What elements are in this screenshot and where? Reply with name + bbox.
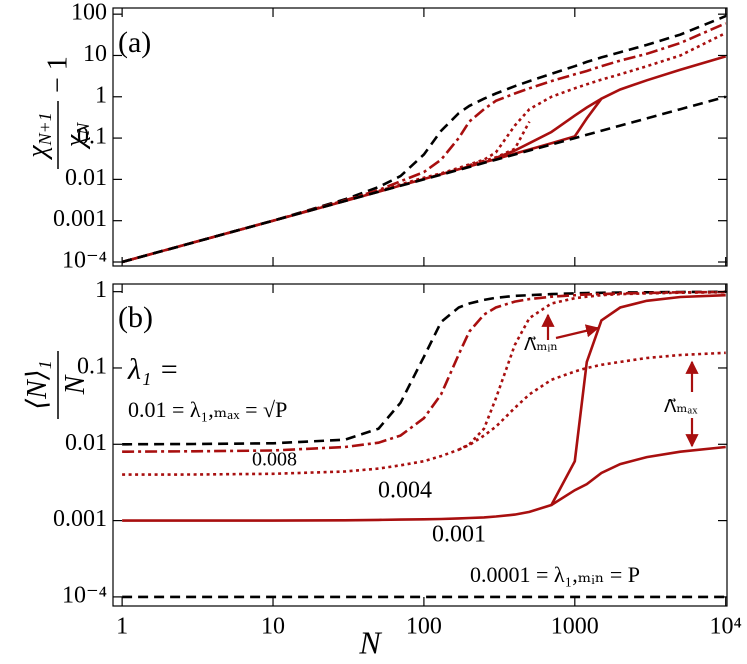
y-tick-label: 100 — [71, 0, 107, 26]
y-tick-label: 0.001 — [53, 506, 107, 532]
annotation: 0.0001 = λ₁,ₘᵢₙ = P — [470, 562, 640, 587]
annotation-arrows — [541, 313, 699, 448]
data-line — [495, 97, 603, 160]
y-label-part: N — [73, 122, 93, 136]
y-label-numerator: ⟨N⟩1 — [22, 360, 55, 410]
y-label-part: N+1 — [35, 112, 55, 146]
y-label-part: χ — [22, 145, 53, 161]
y-tick-label: 0.1 — [77, 124, 107, 150]
y-label-part: N — [60, 374, 91, 395]
data-line — [458, 351, 726, 451]
x-tick-label: 10⁴ — [710, 614, 742, 640]
y-tick-label: 0.01 — [65, 165, 107, 191]
y-label-denominator: χN — [60, 122, 93, 150]
data-line — [122, 290, 726, 446]
y-tick-label: 1 — [95, 82, 107, 108]
plot-frame — [112, 7, 728, 267]
y-axis-label: ⟨N⟩1N — [22, 351, 91, 419]
data-line — [550, 445, 726, 507]
x-tick-label: 1 — [116, 614, 128, 640]
y-label-part: 1 — [35, 360, 55, 369]
y-tick-label: 10 — [83, 41, 107, 67]
annotation: Λ⃗ₘᵢₙ — [524, 334, 558, 354]
data-line — [121, 31, 727, 264]
x-tick-label: 1000 — [551, 614, 599, 640]
data-line — [122, 293, 726, 522]
data-line — [121, 95, 727, 264]
data-line — [121, 22, 727, 264]
annotation: 0.008 — [252, 449, 297, 471]
panel-label: (a) — [118, 26, 151, 59]
y-tick-label: 10⁻⁴ — [62, 582, 107, 608]
data-line — [121, 14, 727, 264]
data-line — [121, 55, 727, 264]
arrow — [555, 324, 600, 340]
panel-label: (b) — [118, 301, 153, 334]
x-axis-label: N — [358, 624, 382, 660]
y-tick-label: 0.01 — [65, 430, 107, 456]
y-axis-label: χN+1 χN− 1 — [22, 56, 93, 169]
y-tick-label: 10⁻⁴ — [62, 247, 107, 273]
x-tick-label: 10 — [261, 614, 285, 640]
annotation: 0.01 = λ₁,ₘₐₓ = √P — [128, 397, 287, 422]
annotation: 0.004 — [378, 478, 432, 504]
y-label-denominator: N — [60, 374, 91, 395]
y-label-part: χ — [60, 134, 91, 150]
data-line — [122, 290, 726, 453]
y-label-numerator: χN+1 — [22, 112, 55, 160]
y-tick-label: 1 — [95, 277, 107, 303]
y-tick-label: 0.1 — [77, 353, 107, 379]
annotation: Λ⃗ₘₐₓ — [664, 396, 698, 416]
annotation: λ₁ = — [127, 353, 179, 386]
data-line — [122, 291, 726, 476]
annotation: 0.001 — [432, 522, 486, 548]
plot-frame — [112, 283, 728, 607]
y-tick-label: 0.001 — [53, 206, 107, 232]
y-label-part: ⟨N⟩ — [22, 369, 53, 410]
y-label-part: − 1 — [42, 56, 73, 93]
x-tick-label: 100 — [406, 614, 442, 640]
